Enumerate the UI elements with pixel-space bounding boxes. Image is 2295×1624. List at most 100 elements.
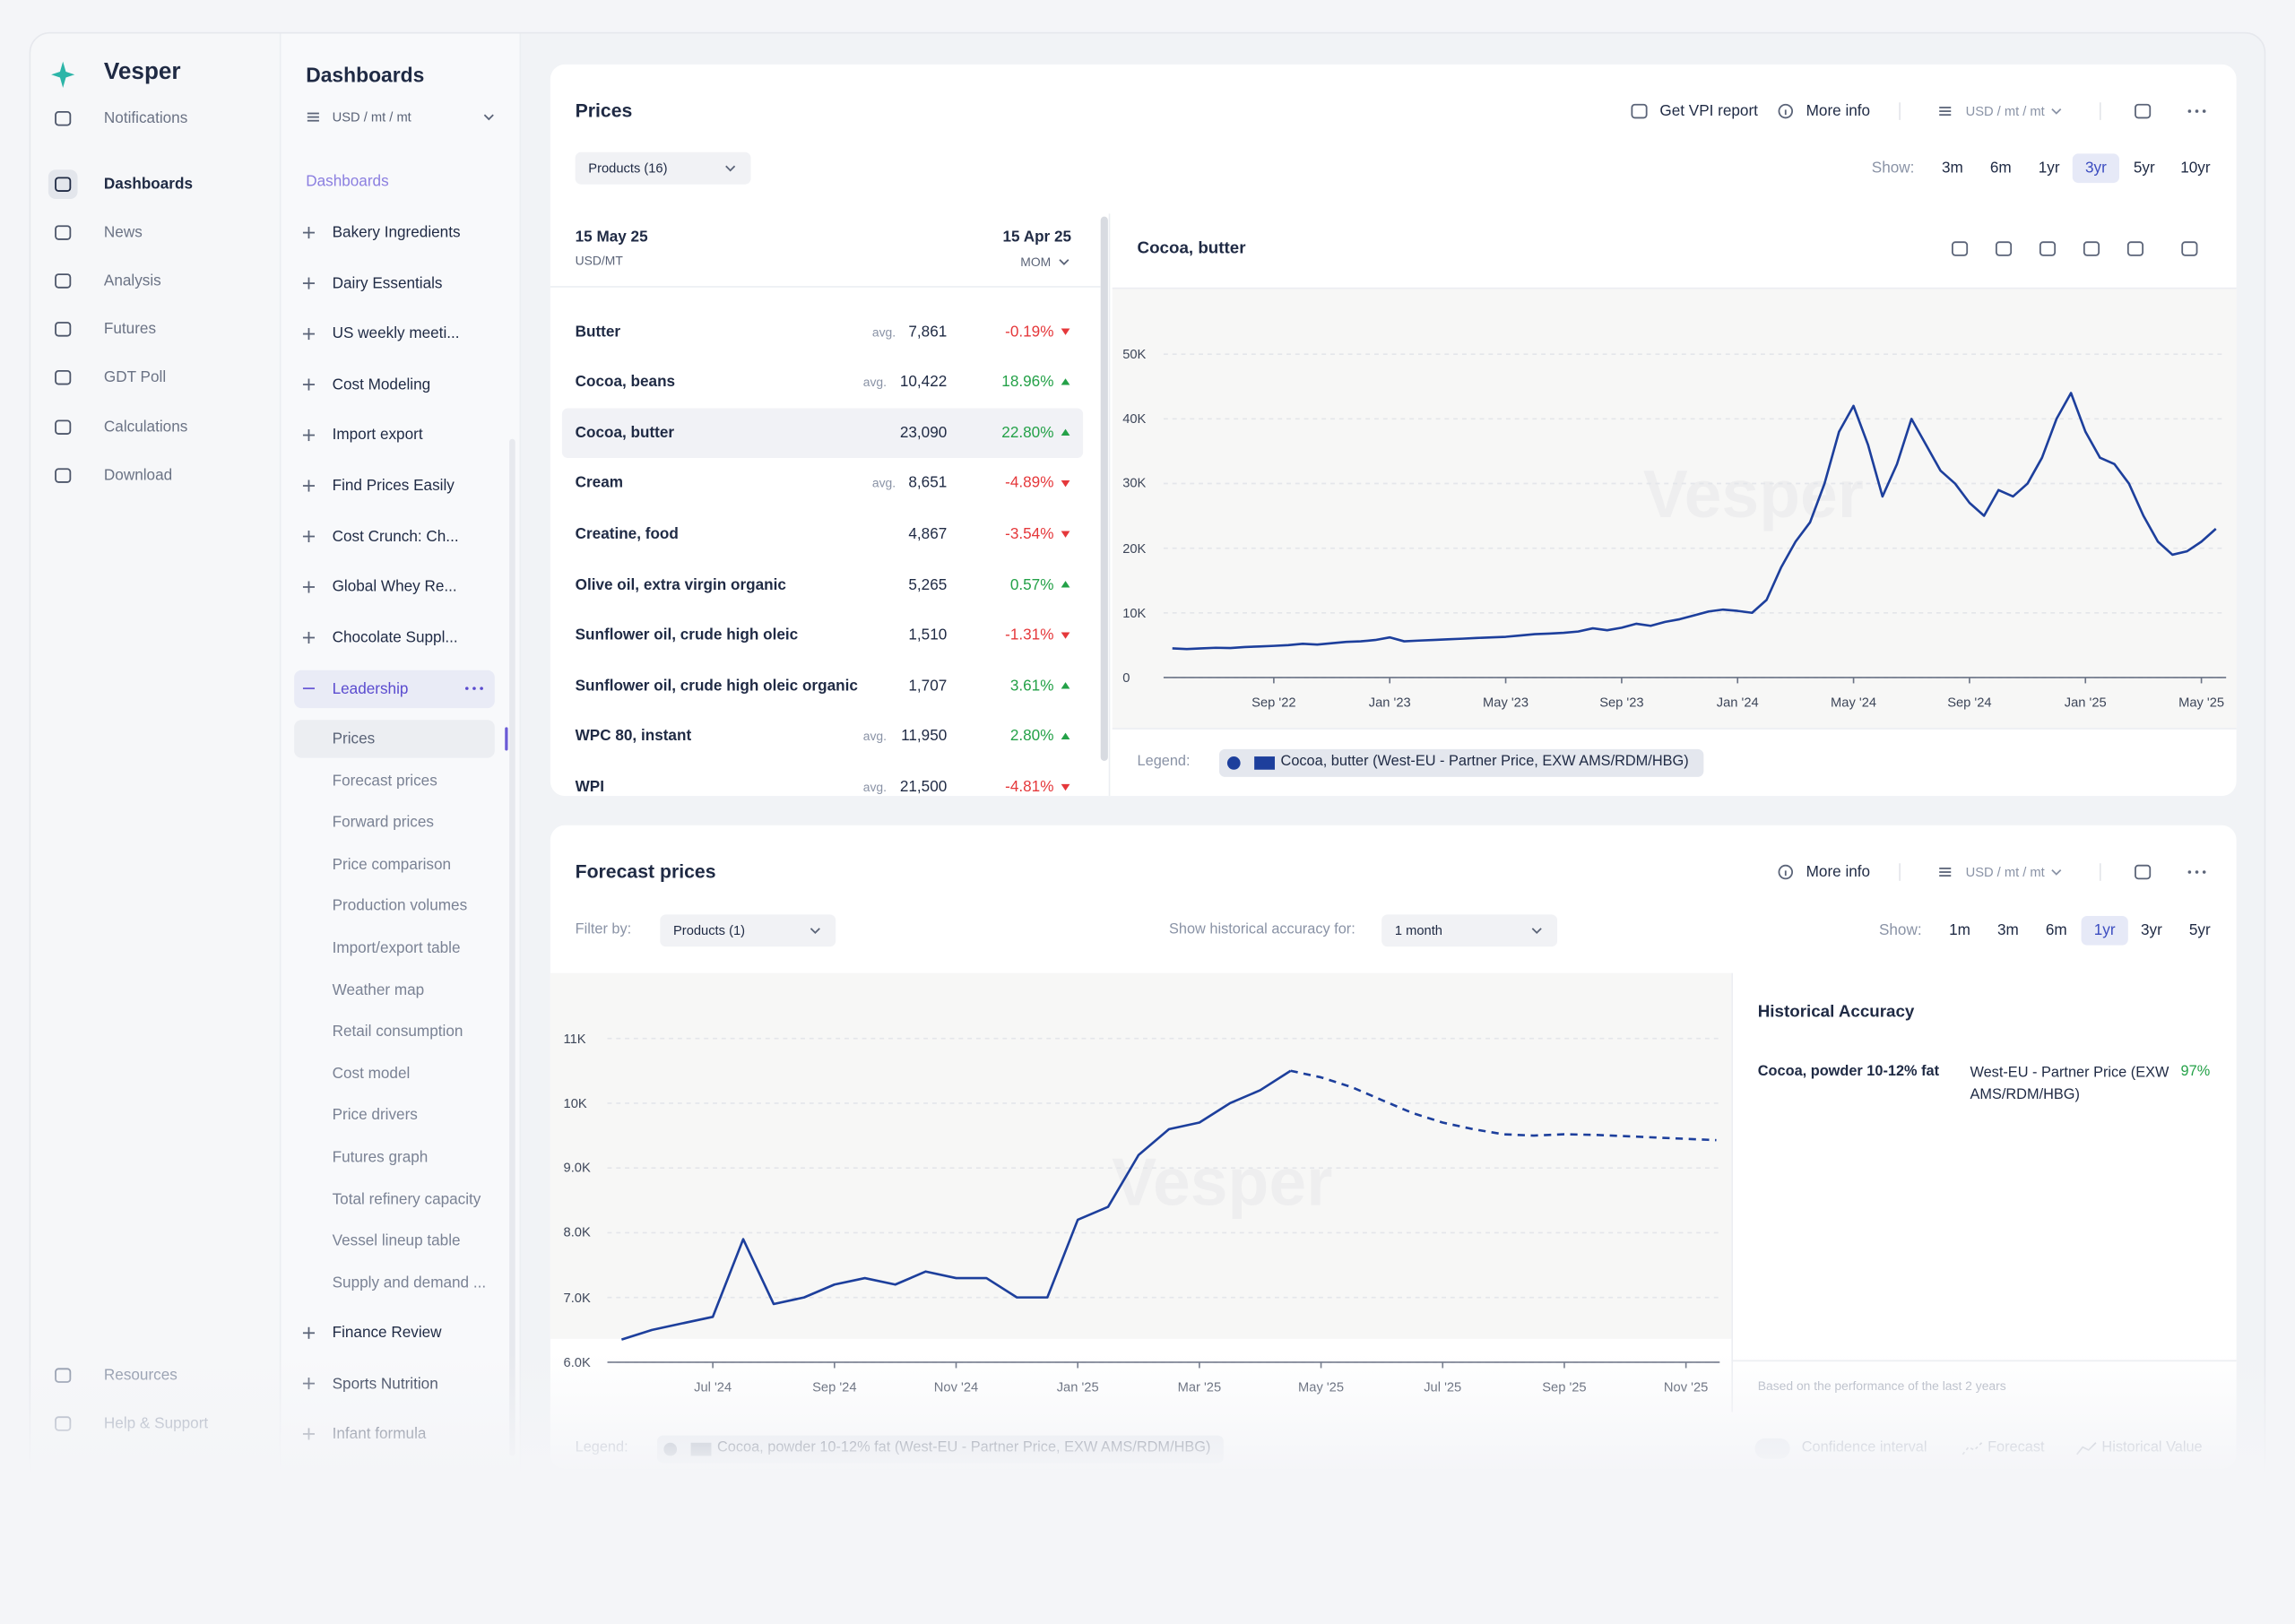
nav-item[interactable]: GDT Poll	[103, 368, 167, 387]
dashboard-item[interactable]: Production volumes	[332, 897, 468, 916]
row-change: 22.80%	[1001, 423, 1054, 442]
bottom-fade	[0, 1353, 2295, 1624]
y-tick-label: 20K	[1122, 540, 1147, 556]
unit-select[interactable]: USD / mt / mt	[1965, 864, 2045, 880]
panel-action[interactable]: More info	[1806, 863, 1871, 881]
y-tick-label: 7.0K	[563, 1290, 591, 1305]
dropdown-label[interactable]: 1 month	[1394, 923, 1442, 938]
row-price: 1,707	[908, 677, 948, 695]
range-button[interactable]: 3m	[1941, 159, 1963, 177]
row-name[interactable]: WPI	[575, 778, 605, 796]
sub-active-bg	[294, 720, 495, 758]
dashboard-group[interactable]: Bakery Ingredients	[332, 223, 461, 242]
row-selected-bg	[561, 407, 1084, 458]
nav-item[interactable]: Download	[103, 466, 173, 485]
panel-action[interactable]: More info	[1806, 102, 1871, 120]
forecast-chart-area	[550, 972, 1732, 1339]
x-tick-label: Sep '24	[1947, 695, 1992, 710]
dashboard-group[interactable]: Cost Crunch: Ch...	[332, 527, 459, 546]
dashboard-group[interactable]: Cost Modeling	[332, 376, 431, 393]
row-name[interactable]: Cream	[575, 474, 623, 493]
range-button[interactable]: 10yr	[2180, 159, 2211, 177]
dropdown[interactable]	[1381, 914, 1558, 947]
range-button[interactable]: 3yr	[2084, 159, 2107, 177]
range-button[interactable]: 5yr	[2188, 921, 2211, 940]
dashboard-item[interactable]: Forward prices	[332, 814, 434, 832]
dashboard-item[interactable]: Import/export table	[332, 939, 461, 957]
row-price: 23,090	[899, 423, 948, 442]
row-name[interactable]: Sunflower oil, crude high oleic organic	[575, 677, 858, 695]
panel-action[interactable]: Get VPI report	[1659, 102, 1758, 120]
main-nav	[30, 33, 280, 1524]
row-name[interactable]: Olive oil, extra virgin organic	[575, 575, 786, 594]
dashboard-group[interactable]: Global Whey Re...	[332, 578, 457, 596]
dropdown[interactable]	[660, 914, 836, 947]
dashboard-item[interactable]: Total refinery capacity	[332, 1190, 481, 1208]
y-tick-label: 8.0K	[563, 1225, 591, 1240]
compare-date: 15 Apr 25	[1002, 228, 1072, 246]
range-button[interactable]: 6m	[1989, 159, 2012, 177]
y-tick-label: 10K	[1122, 605, 1147, 620]
dashboard-item[interactable]: Vessel lineup table	[332, 1231, 461, 1250]
row-name[interactable]: Sunflower oil, crude high oleic	[575, 626, 799, 644]
range-button[interactable]: 5yr	[2133, 159, 2155, 177]
row-name[interactable]: Cocoa, butter	[575, 423, 675, 442]
range-button[interactable]: 1yr	[2038, 159, 2060, 177]
range-button[interactable]: 6m	[2045, 921, 2067, 940]
row-name[interactable]: Butter	[575, 322, 621, 341]
dashboard-group[interactable]: Chocolate Suppl...	[332, 628, 458, 647]
nav-item[interactable]: Futures	[103, 320, 157, 339]
nav-item[interactable]: News	[103, 223, 143, 242]
dashboard-item[interactable]: Forecast prices	[332, 772, 437, 790]
x-tick-label: Jan '25	[2064, 695, 2107, 710]
row-change: 2.80%	[1009, 727, 1054, 746]
dashboard-item[interactable]: Cost model	[332, 1065, 411, 1083]
y-tick-label: 40K	[1122, 411, 1147, 427]
dashboard-group[interactable]: Finance Review	[332, 1324, 442, 1343]
range-button[interactable]: 3m	[1997, 921, 2019, 940]
row-change: -4.81%	[1005, 778, 1054, 796]
show-label: Show:	[1871, 159, 1915, 177]
row-avg-label: avg.	[871, 324, 896, 339]
nav-item[interactable]: Dashboards	[103, 175, 193, 194]
range-button[interactable]: 1m	[1949, 921, 1970, 940]
dashboard-item[interactable]: Retail consumption	[332, 1023, 463, 1041]
row-name[interactable]: WPC 80, instant	[575, 727, 692, 746]
nav-item[interactable]: Analysis	[103, 272, 161, 290]
dashboard-group[interactable]: US weekly meeti...	[332, 324, 460, 343]
compare-mode[interactable]: MOM	[1020, 255, 1052, 270]
dashboard-group-open[interactable]: Leadership	[332, 679, 409, 697]
dashboard-group[interactable]: Import export	[332, 426, 423, 445]
nav-item[interactable]: Calculations	[103, 418, 188, 436]
row-change: -3.54%	[1005, 524, 1054, 543]
row-name[interactable]: Creatine, food	[575, 524, 679, 543]
dashboard-item[interactable]: Price comparison	[332, 855, 452, 874]
unit-select[interactable]: USD / mt / mt	[1965, 103, 2045, 119]
dashboard-item[interactable]: Supply and demand ...	[332, 1274, 487, 1292]
row-price: 1,510	[908, 626, 948, 644]
accuracy-panel	[1731, 972, 2237, 1412]
row-avg-label: avg.	[862, 375, 888, 390]
dropdown-label[interactable]: Products (1)	[672, 923, 746, 938]
accuracy-score: 97%	[2180, 1063, 2211, 1080]
range-active-bg	[2081, 916, 2128, 946]
row-name[interactable]: Cocoa, beans	[575, 373, 676, 392]
x-tick-label: Jan '23	[1368, 695, 1411, 710]
range-button[interactable]: 3yr	[2141, 921, 2162, 940]
unit-select[interactable]: USD / mt / mt	[332, 109, 411, 125]
dashboard-item[interactable]: Futures graph	[332, 1148, 429, 1167]
legend-chip[interactable]	[1218, 748, 1704, 777]
nav-item[interactable]: Notifications	[103, 109, 188, 128]
range-button[interactable]: 1yr	[2093, 921, 2116, 940]
legend-item[interactable]: Cocoa, butter (West-EU - Partner Price, …	[1280, 753, 1689, 770]
scroll-thumb	[505, 727, 508, 751]
dashboard-item[interactable]: Weather map	[332, 980, 425, 999]
row-change: 18.96%	[1001, 373, 1054, 392]
dashboard-item[interactable]: Prices	[332, 730, 376, 748]
dashboard-item[interactable]: Price drivers	[332, 1106, 418, 1125]
dashboard-group[interactable]: Dairy Essentials	[332, 274, 443, 292]
dropdown-label[interactable]: Products (16)	[588, 160, 668, 176]
dashboard-group[interactable]: Find Prices Easily	[332, 477, 455, 495]
dropdown[interactable]	[575, 151, 751, 185]
